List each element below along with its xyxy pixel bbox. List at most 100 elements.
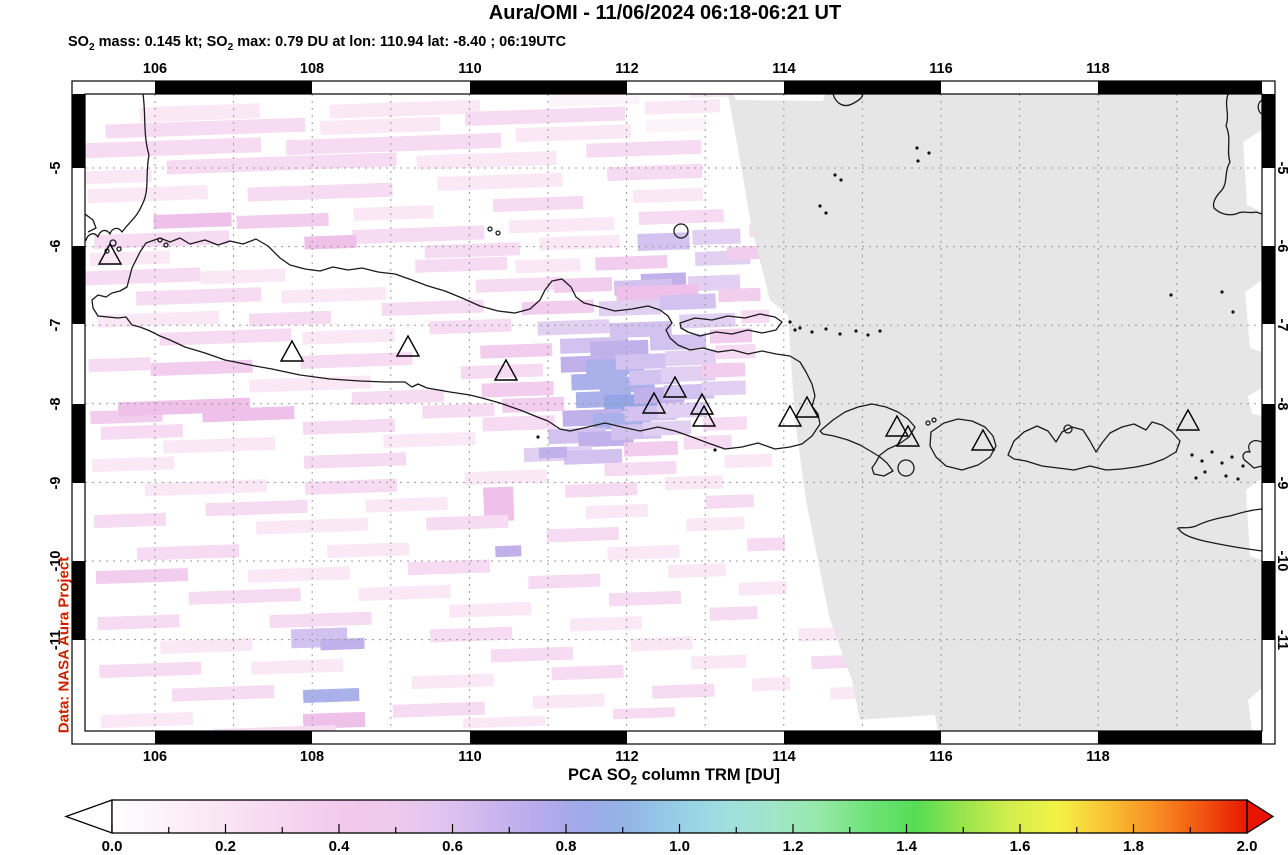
island-outline xyxy=(1063,424,1073,434)
island-outline xyxy=(157,237,163,243)
so2-patch xyxy=(515,258,581,274)
so2-patch xyxy=(665,349,716,367)
island-outline xyxy=(163,242,169,248)
so2-patch xyxy=(96,310,220,328)
right-bar-segment xyxy=(1262,94,1275,168)
map-inner-frame xyxy=(84,93,1263,732)
so2-patch xyxy=(687,274,741,292)
so2-patch xyxy=(493,195,584,213)
island-dot xyxy=(866,333,870,337)
island-dot xyxy=(713,448,717,452)
island-dot xyxy=(1220,290,1224,294)
bottom-bar-segment xyxy=(784,731,941,744)
so2-patch xyxy=(569,616,643,632)
so2-patch xyxy=(667,563,727,579)
so2-patch xyxy=(87,185,208,204)
so2-patch xyxy=(302,711,366,730)
island-dot xyxy=(1230,455,1234,459)
volcano-triangle xyxy=(279,339,305,362)
map-interior xyxy=(85,94,1262,731)
so2-patch xyxy=(365,496,448,513)
island-dot xyxy=(810,330,814,334)
volcano-triangle xyxy=(641,391,667,414)
bottom-bar-segment xyxy=(470,731,627,744)
left-bar-segment xyxy=(72,561,85,640)
lon-tick-label-top: 110 xyxy=(458,61,482,77)
swath-edge-wedge xyxy=(855,715,938,731)
right-bar-segment xyxy=(1262,404,1275,483)
lon-tick-label-bottom: 118 xyxy=(1086,749,1110,765)
so2-patch xyxy=(153,212,232,229)
island-dot xyxy=(1203,470,1207,474)
swath-edge-wedge xyxy=(733,94,825,101)
so2-patch xyxy=(416,150,557,170)
coastline xyxy=(679,313,783,337)
so2-patch xyxy=(159,328,292,346)
so2-patch xyxy=(100,711,194,729)
top-bar-segment xyxy=(784,81,941,94)
so2-patch xyxy=(248,310,332,327)
so2-patch xyxy=(426,514,509,531)
so2-patch xyxy=(738,581,787,596)
so2-patch xyxy=(163,436,276,454)
coastline xyxy=(929,418,997,471)
island-dot xyxy=(818,204,822,208)
coastline xyxy=(832,94,864,107)
so2-patch xyxy=(537,319,610,336)
colorbar-tick-label: 1.0 xyxy=(669,838,690,855)
so2-patch xyxy=(532,693,605,709)
so2-patch xyxy=(659,293,716,311)
so2-patch xyxy=(598,299,662,317)
so2-patch xyxy=(200,268,286,285)
island-outline xyxy=(931,417,937,423)
so2-patch xyxy=(515,124,631,143)
so2-patch xyxy=(415,256,508,273)
so2-patch xyxy=(565,482,638,498)
so2-patch xyxy=(424,242,520,259)
island-dot xyxy=(916,159,920,163)
volcano-triangle xyxy=(884,414,910,437)
so2-patch xyxy=(320,116,441,136)
so2-patch xyxy=(351,225,485,245)
colorbar-tick-label: 1.2 xyxy=(782,838,804,855)
island-dot xyxy=(793,328,797,332)
coastline xyxy=(1177,508,1262,552)
so2-patch xyxy=(171,685,275,702)
so2-patch xyxy=(606,163,703,182)
island-dot xyxy=(798,326,802,330)
colorbar-tick-label: 2.0 xyxy=(1236,838,1258,855)
so2-patch xyxy=(645,117,706,133)
island-dot xyxy=(1200,459,1204,463)
lon-tick-label-top: 118 xyxy=(1086,61,1110,77)
colorbar-tick-label: 0.0 xyxy=(101,838,123,855)
so2-patch xyxy=(411,673,495,690)
volcano-triangle xyxy=(691,404,717,427)
so2-patch xyxy=(95,567,189,585)
right-bar-segment xyxy=(1262,561,1275,640)
so2-patch xyxy=(604,460,677,477)
so2-patch xyxy=(607,544,680,561)
so2-patch xyxy=(300,351,413,369)
so2-patch xyxy=(326,542,410,559)
colorbar-right-arrow xyxy=(1246,798,1275,835)
coastline xyxy=(819,403,916,477)
colorbar-tick-label: 0.8 xyxy=(555,838,577,855)
border-bars xyxy=(72,81,1275,744)
so2-patch xyxy=(166,152,397,175)
so2-patch xyxy=(508,216,615,234)
so2-patch xyxy=(304,478,398,495)
so2-patch xyxy=(724,453,773,469)
so2-patch xyxy=(521,299,595,316)
map-subtitle: SO2 mass: 0.145 kt; SO2 max: 0.79 DU at … xyxy=(68,34,567,53)
coastline xyxy=(1242,440,1262,469)
so2-patch xyxy=(483,486,515,522)
so2-patch xyxy=(304,234,357,250)
island-outline xyxy=(897,459,915,477)
lon-tick-label-top: 116 xyxy=(929,61,953,77)
island-dot xyxy=(1224,474,1228,478)
so2-patch xyxy=(705,494,754,509)
so2-patch xyxy=(320,637,365,651)
bottom-bar-segment xyxy=(1098,731,1262,744)
graticule xyxy=(85,94,1262,731)
